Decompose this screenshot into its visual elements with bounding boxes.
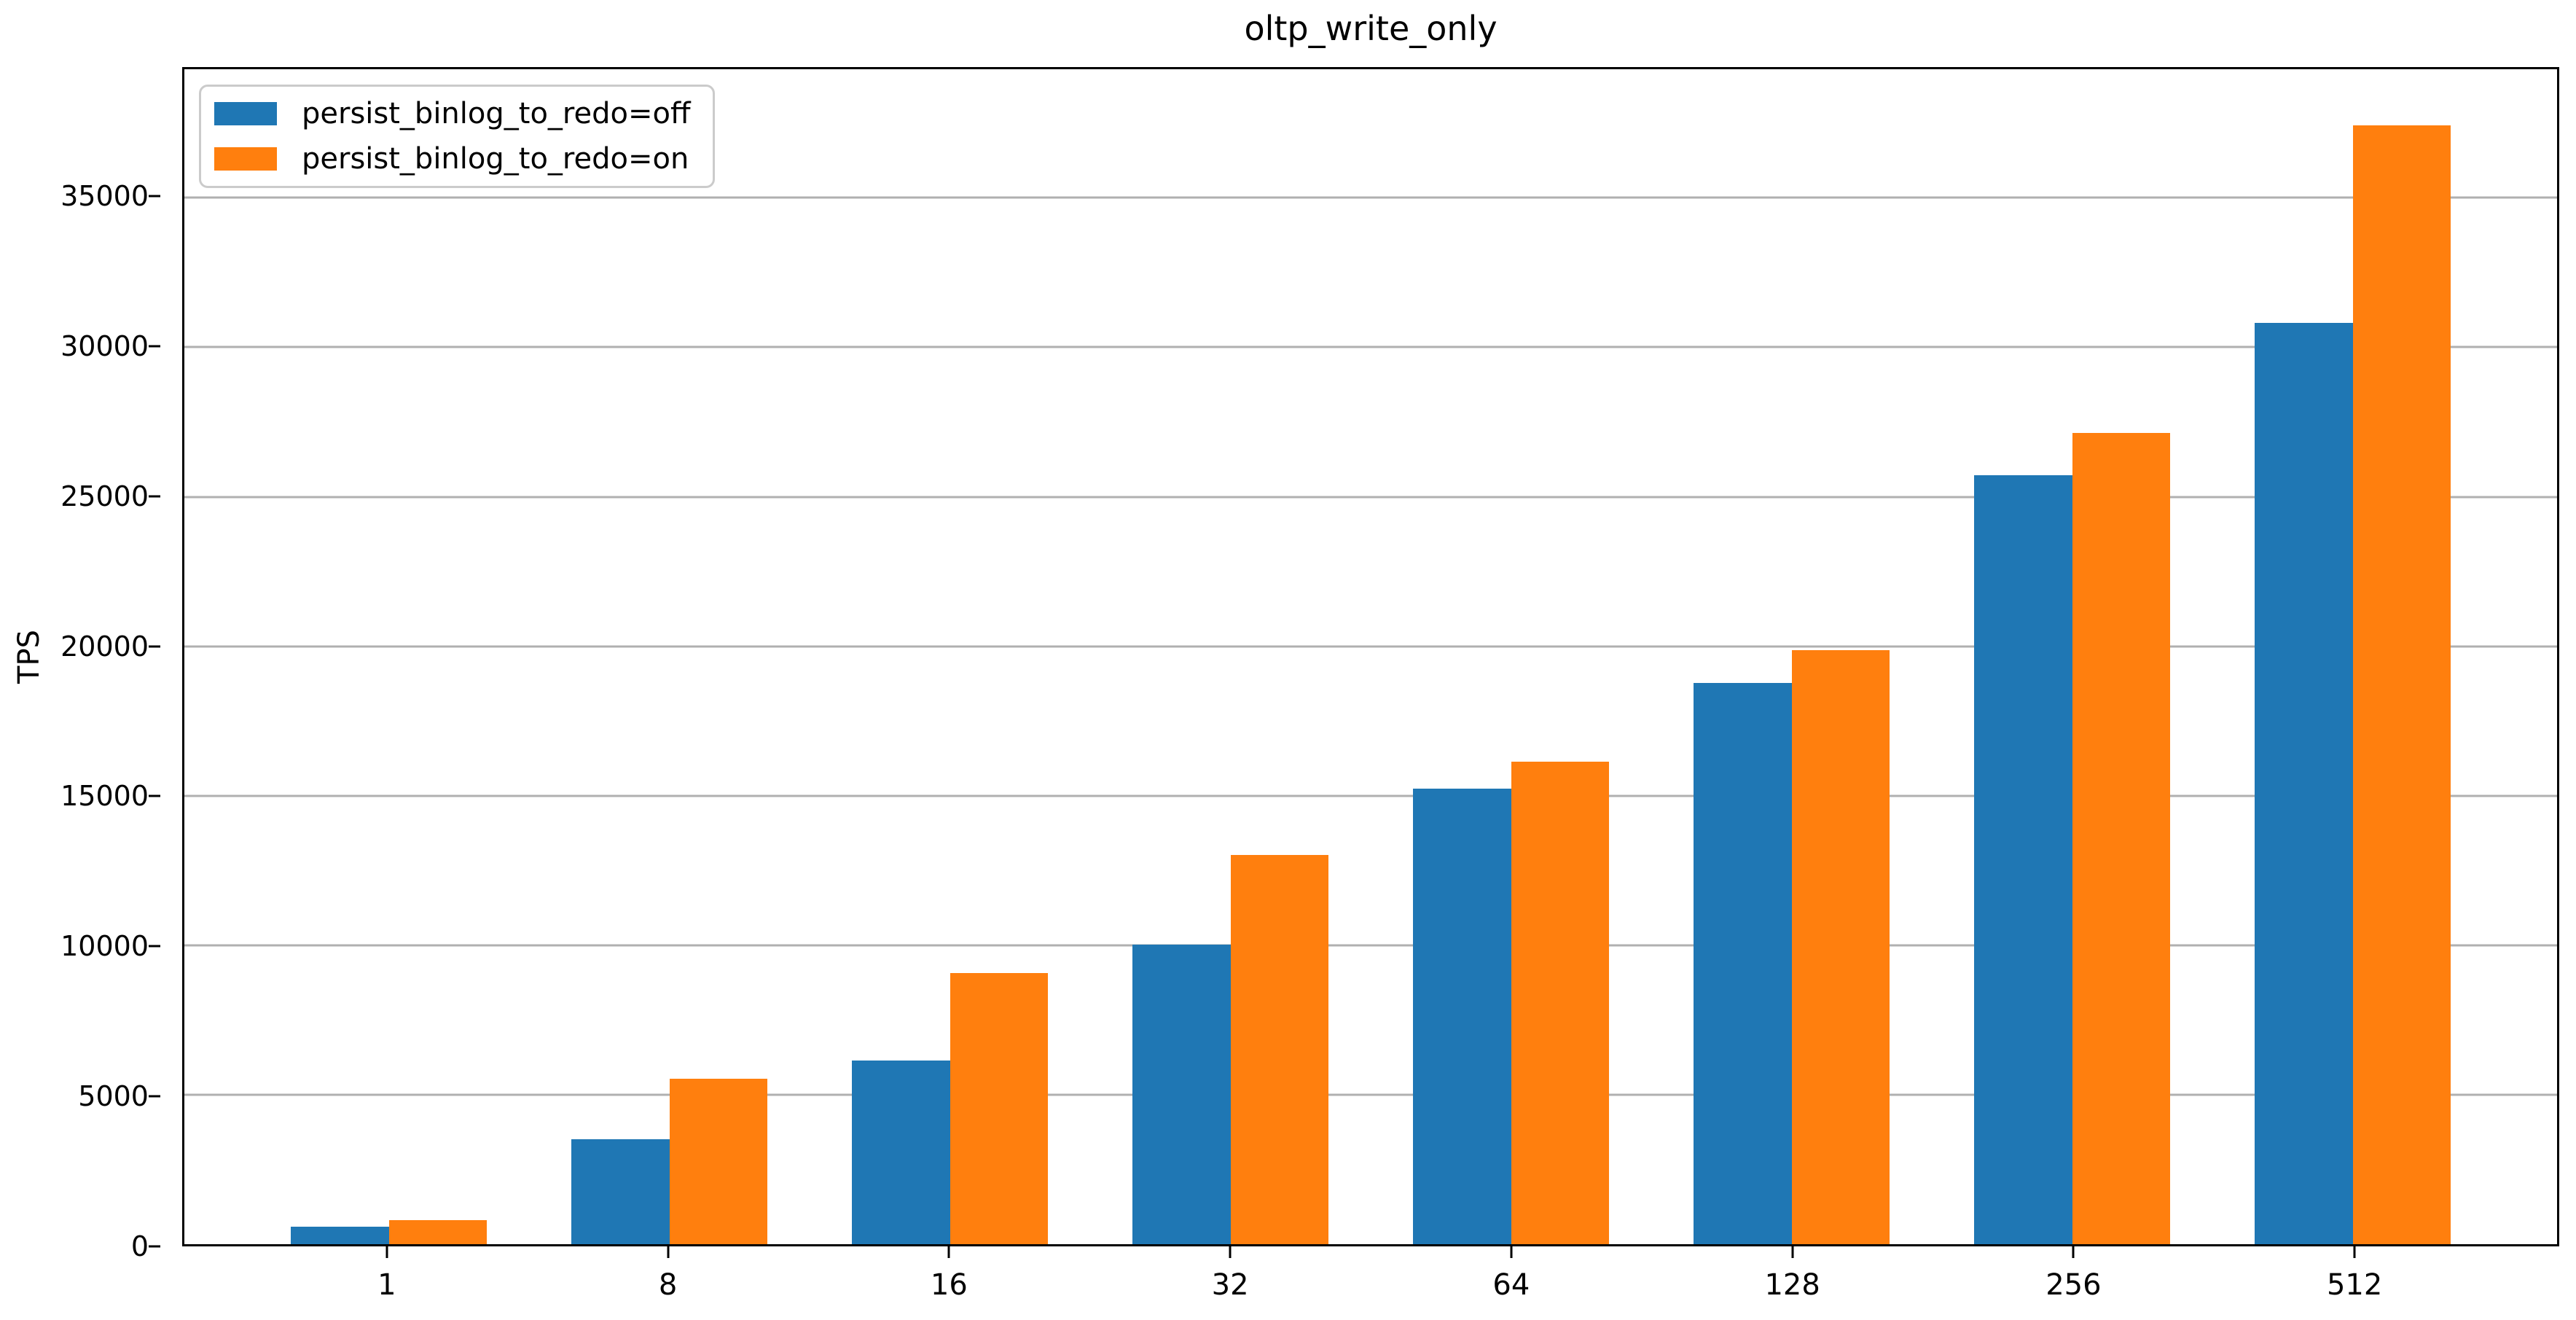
x-tick-mark-64: [1510, 1246, 1513, 1258]
x-tick-label-8: 8: [658, 1268, 678, 1302]
bar-32-persist_binlog_to_redo=off: [1132, 945, 1231, 1244]
gridline-25000: [184, 496, 2557, 499]
y-tick-label-10000: 10000: [60, 930, 149, 963]
bar-group-32: [1090, 69, 1371, 1244]
legend-item-off: persist_binlog_to_redo=off: [214, 95, 691, 132]
legend-swatch-off: [214, 102, 277, 125]
bar-64-persist_binlog_to_redo=on: [1511, 761, 1610, 1244]
x-tick-label-128: 128: [1764, 1268, 1820, 1302]
legend-label-on: persist_binlog_to_redo=on: [302, 142, 689, 176]
gridline-5000: [184, 1093, 2557, 1096]
y-tick-mark-30000: [149, 345, 160, 348]
bar-1-persist_binlog_to_redo=off: [290, 1227, 389, 1244]
x-tick-mark-1: [385, 1246, 388, 1258]
y-tick-label-30000: 30000: [60, 329, 149, 362]
x-tick-mark-512: [2353, 1246, 2356, 1258]
x-tick-mark-128: [1791, 1246, 1794, 1258]
x-tick-label-64: 64: [1492, 1268, 1530, 1302]
y-tick-label-5000: 5000: [78, 1080, 149, 1113]
bar-1-persist_binlog_to_redo=on: [388, 1220, 488, 1244]
y-axis: 0 5000 10000 15000 20000 25000 30000 35000: [0, 67, 182, 1262]
x-axis: 1 8 16 32 64 128 256 512: [182, 1246, 2559, 1320]
gridline-35000: [184, 196, 2557, 199]
gridline-20000: [184, 645, 2557, 648]
bar-group-1: [248, 69, 529, 1244]
bar-groups: [184, 69, 2557, 1244]
y-tick-mark-10000: [149, 945, 160, 948]
x-tick-label-1: 1: [377, 1268, 396, 1302]
chart-title: oltp_write_only: [1244, 9, 1498, 48]
plot-area: persist_binlog_to_redo=off persist_binlo…: [182, 67, 2559, 1246]
gridline-10000: [184, 944, 2557, 947]
bar-16-persist_binlog_to_redo=on: [950, 973, 1049, 1244]
x-tick-mark-8: [667, 1246, 670, 1258]
legend-swatch-on: [214, 147, 277, 171]
x-tick-label-512: 512: [2326, 1268, 2383, 1302]
y-tick-mark-25000: [149, 495, 160, 498]
y-tick-mark-20000: [149, 645, 160, 648]
gridline-15000: [184, 794, 2557, 797]
bar-8-persist_binlog_to_redo=off: [571, 1139, 670, 1244]
y-tick-mark-35000: [149, 195, 160, 198]
bar-32-persist_binlog_to_redo=on: [1230, 854, 1329, 1244]
y-tick-label-20000: 20000: [60, 630, 149, 663]
y-tick-mark-0: [149, 1245, 160, 1248]
bar-group-128: [1651, 69, 1932, 1244]
bar-16-persist_binlog_to_redo=off: [851, 1061, 950, 1244]
bar-128-persist_binlog_to_redo=off: [1693, 683, 1792, 1244]
y-tick-label-35000: 35000: [60, 180, 149, 213]
y-tick-mark-15000: [149, 794, 160, 797]
legend: persist_binlog_to_redo=off persist_binlo…: [199, 85, 715, 188]
bar-128-persist_binlog_to_redo=on: [1791, 650, 1890, 1244]
legend-item-on: persist_binlog_to_redo=on: [214, 141, 691, 177]
x-tick-label-16: 16: [930, 1268, 968, 1302]
bar-256-persist_binlog_to_redo=on: [2072, 433, 2171, 1244]
bar-group-256: [1932, 69, 2212, 1244]
bar-group-8: [529, 69, 810, 1244]
x-tick-mark-16: [947, 1246, 950, 1258]
gridline-30000: [184, 345, 2557, 348]
bar-group-64: [1371, 69, 1651, 1244]
x-tick-mark-32: [1229, 1246, 1232, 1258]
legend-label-off: persist_binlog_to_redo=off: [302, 97, 691, 130]
x-tick-label-32: 32: [1211, 1268, 1249, 1302]
y-tick-mark-5000: [149, 1095, 160, 1098]
bar-group-512: [2212, 69, 2493, 1244]
y-tick-label-25000: 25000: [60, 480, 149, 512]
bar-group-16: [810, 69, 1090, 1244]
bar-256-persist_binlog_to_redo=off: [1973, 475, 2072, 1244]
y-tick-label-0: 0: [130, 1230, 149, 1262]
y-tick-label-15000: 15000: [60, 780, 149, 813]
x-tick-mark-256: [2072, 1246, 2075, 1258]
bar-512-persist_binlog_to_redo=off: [2254, 322, 2353, 1244]
bar-8-persist_binlog_to_redo=on: [669, 1079, 768, 1244]
x-tick-label-256: 256: [2045, 1268, 2102, 1302]
bar-512-persist_binlog_to_redo=on: [2352, 125, 2451, 1244]
bar-64-persist_binlog_to_redo=off: [1412, 788, 1511, 1244]
